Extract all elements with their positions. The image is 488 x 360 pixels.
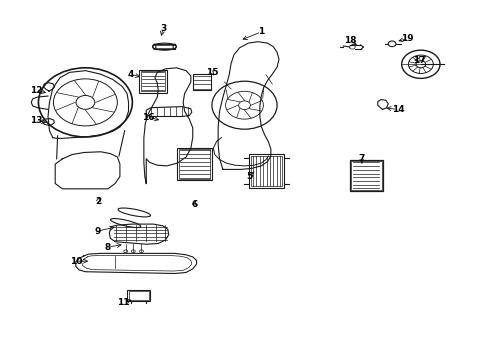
Bar: [141, 71, 164, 91]
Bar: [177, 148, 211, 180]
Text: 7: 7: [358, 154, 365, 163]
Text: 2: 2: [95, 197, 101, 206]
Bar: [128, 291, 148, 300]
Text: 11: 11: [117, 298, 130, 307]
Bar: [192, 74, 210, 90]
Bar: [179, 149, 210, 179]
Text: 16: 16: [142, 113, 155, 122]
Text: 1: 1: [258, 27, 264, 36]
Bar: [249, 154, 283, 188]
Bar: [127, 290, 150, 301]
Text: 13: 13: [30, 116, 42, 125]
Text: 17: 17: [412, 55, 425, 64]
Text: 14: 14: [391, 105, 404, 114]
Text: 8: 8: [104, 243, 111, 252]
Text: 15: 15: [205, 68, 218, 77]
Text: 6: 6: [191, 200, 197, 209]
Text: 9: 9: [94, 227, 101, 236]
Bar: [251, 156, 281, 186]
Text: 3: 3: [160, 24, 166, 33]
Bar: [349, 159, 383, 191]
Text: 18: 18: [343, 36, 355, 45]
Bar: [139, 69, 166, 93]
Text: 5: 5: [245, 172, 252, 181]
Text: 4: 4: [127, 70, 134, 79]
Text: 10: 10: [69, 257, 82, 266]
Bar: [351, 161, 381, 190]
Text: 19: 19: [400, 34, 413, 43]
Text: 12: 12: [30, 86, 42, 95]
